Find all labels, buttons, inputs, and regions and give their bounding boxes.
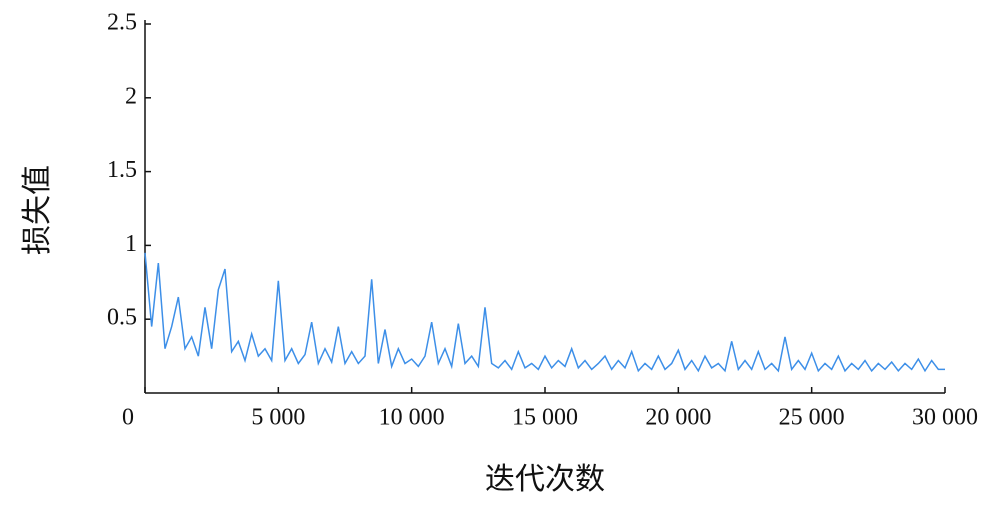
x-tick-label: 30 000 [912,405,978,431]
y-axis-label: 损失值 [21,165,54,255]
y-tick-label: 1.5 [107,157,137,183]
x-tick-label: 20 000 [645,405,711,431]
x-tick-label: 0 [122,405,134,431]
y-tick-label: 0.5 [107,305,137,331]
y-tick-label: 1 [125,231,137,257]
y-tick-label: 2 [125,83,137,109]
loss-line [144,252,945,373]
x-tick-label: 5 000 [251,405,305,431]
y-tick-label: 2.5 [107,10,137,36]
x-tick-label: 25 000 [779,405,845,431]
x-axis-label: 迭代次数 [485,463,605,496]
x-tick-label: 15 000 [512,405,578,431]
x-tick-label: 10 000 [379,405,445,431]
